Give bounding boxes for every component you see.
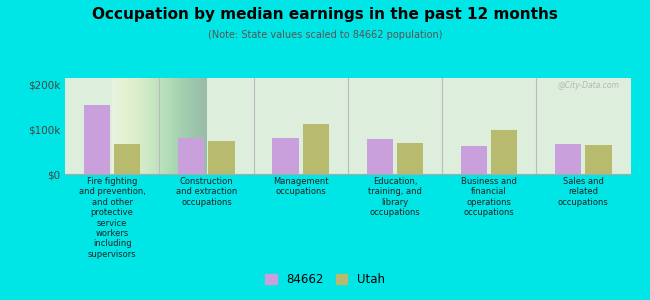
Bar: [178, 138, 205, 174]
Bar: [302, 124, 329, 174]
Bar: [84, 105, 111, 174]
Bar: [114, 144, 140, 174]
Text: Occupation by median earnings in the past 12 months: Occupation by median earnings in the pas…: [92, 8, 558, 22]
Text: Business and
financial
operations
occupations: Business and financial operations occupa…: [462, 177, 517, 217]
Bar: [491, 130, 517, 174]
Bar: [272, 138, 299, 174]
Text: (Note: State values scaled to 84662 population): (Note: State values scaled to 84662 popu…: [208, 30, 442, 40]
Text: Fire fighting
and prevention,
and other
protective
service
workers
including
sup: Fire fighting and prevention, and other …: [79, 177, 146, 259]
Bar: [555, 144, 582, 174]
Bar: [208, 140, 235, 174]
Bar: [367, 139, 393, 174]
Legend: 84662, Utah: 84662, Utah: [261, 269, 389, 291]
Bar: [585, 145, 612, 174]
Bar: [396, 143, 423, 174]
Bar: [461, 146, 488, 174]
Text: Education,
training, and
library
occupations: Education, training, and library occupat…: [368, 177, 422, 217]
Text: Sales and
related
occupations: Sales and related occupations: [558, 177, 609, 207]
Text: Construction
and extraction
occupations: Construction and extraction occupations: [176, 177, 237, 207]
Text: @City-Data.com: @City-Data.com: [557, 81, 619, 90]
Text: Management
occupations: Management occupations: [273, 177, 328, 197]
